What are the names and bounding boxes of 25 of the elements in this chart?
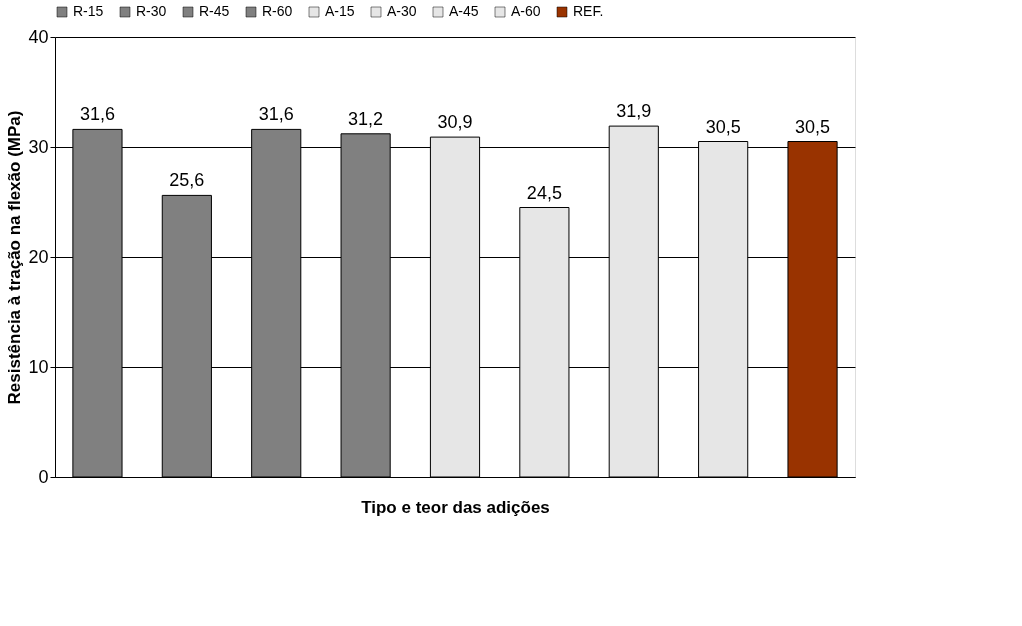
y-tick-label: 40	[28, 26, 49, 47]
legend-label: R-30	[136, 3, 167, 19]
legend-label: A-15	[325, 3, 355, 19]
data-label: 24,5	[526, 182, 562, 203]
data-label: 30,5	[705, 116, 741, 137]
legend-label: A-45	[449, 3, 479, 19]
data-label: 30,9	[437, 112, 473, 133]
data-label: 31,9	[616, 101, 652, 122]
y-tick-label: 30	[28, 136, 49, 157]
x-axis-title: Tipo e teor das adições	[361, 497, 550, 517]
legend-label: A-60	[511, 3, 541, 19]
data-label: 31,6	[79, 104, 115, 125]
y-tick-label: 10	[28, 356, 49, 377]
y-tick-label: 0	[38, 466, 49, 487]
y-tick-label: 20	[28, 246, 49, 267]
data-label: 31,6	[258, 104, 294, 125]
data-label: 25,6	[169, 170, 205, 191]
legend-label: R-60	[262, 3, 293, 19]
legend-label: A-30	[387, 3, 417, 19]
y-axis-title: Resistência à tração na flexão (MPa)	[5, 110, 25, 405]
data-label: 31,2	[348, 108, 384, 129]
legend-label: R-15	[73, 3, 104, 19]
legend-label: R-45	[199, 3, 230, 19]
legend-label: REF.	[573, 3, 604, 19]
data-label: 30,5	[795, 116, 831, 137]
